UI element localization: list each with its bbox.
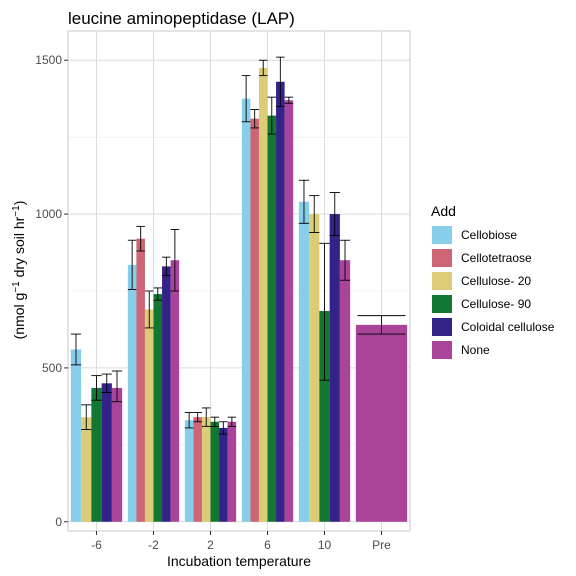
error-bars [70, 56, 406, 435]
y-tick-label: 0 [55, 515, 62, 529]
plot-border [67, 30, 411, 532]
plot-background [68, 31, 410, 531]
bar [298, 201, 310, 522]
x-tick-label: -2 [148, 538, 159, 552]
legend-label: Cellulose- 20 [461, 274, 531, 288]
bar [258, 67, 268, 522]
bar [250, 118, 259, 522]
legend-label: Cellotetraose [461, 251, 532, 265]
bar [309, 214, 320, 522]
x-tick-label: 6 [264, 538, 271, 552]
legend-swatch [432, 226, 452, 244]
bar [162, 266, 171, 522]
bar [101, 383, 112, 522]
legend-swatch [432, 295, 452, 313]
y-tick-label: 1000 [35, 207, 62, 221]
x-tick-label: 10 [318, 538, 332, 552]
y-tick-label: 1500 [35, 53, 62, 67]
x-tick-label: Pre [372, 538, 391, 552]
legend-swatch [432, 318, 452, 336]
bar [184, 420, 194, 522]
bar [127, 264, 137, 522]
x-tick-label: 2 [207, 538, 214, 552]
legend-swatch [432, 272, 452, 290]
legend-label: None [461, 343, 490, 357]
bar [144, 309, 154, 522]
legend-label: Coloidal cellulose [461, 320, 555, 334]
bar [201, 417, 211, 522]
bar [329, 214, 340, 522]
bar [111, 387, 123, 522]
bar [355, 324, 408, 522]
bar [136, 238, 145, 522]
bar [70, 349, 82, 522]
bar [319, 311, 330, 522]
bar [81, 417, 92, 522]
legend: Add Cellobiose Cellotetraose Cellulose- 20… [431, 203, 555, 359]
y-axis-title: (nmol g−1 dry soil hr−1) [11, 201, 27, 340]
bar [284, 100, 294, 522]
bar [153, 294, 163, 522]
bar [241, 98, 251, 522]
legend-swatch [432, 249, 452, 267]
x-tick-label: -6 [91, 538, 102, 552]
legend-swatch [432, 341, 452, 359]
legend-label: Cellobiose [461, 228, 517, 242]
bar [339, 260, 351, 522]
bars [70, 67, 408, 522]
bar [267, 115, 277, 522]
legend-title: Add [431, 203, 456, 219]
bar [193, 417, 202, 522]
axes: 0 500 1000 1500 -6 -2 2 6 10 Pre [35, 30, 411, 552]
x-axis-title: Incubation temperature [167, 553, 311, 569]
plot-panel [68, 31, 410, 531]
chart-title: leucine aminopeptidase (LAP) [68, 9, 295, 28]
legend-label: Cellulose- 90 [461, 297, 531, 311]
bar [210, 421, 220, 522]
bar [219, 427, 228, 522]
bar [170, 260, 180, 522]
bar [91, 387, 102, 522]
bar [276, 81, 285, 522]
bar [227, 421, 237, 522]
y-tick-label: 500 [42, 361, 62, 375]
